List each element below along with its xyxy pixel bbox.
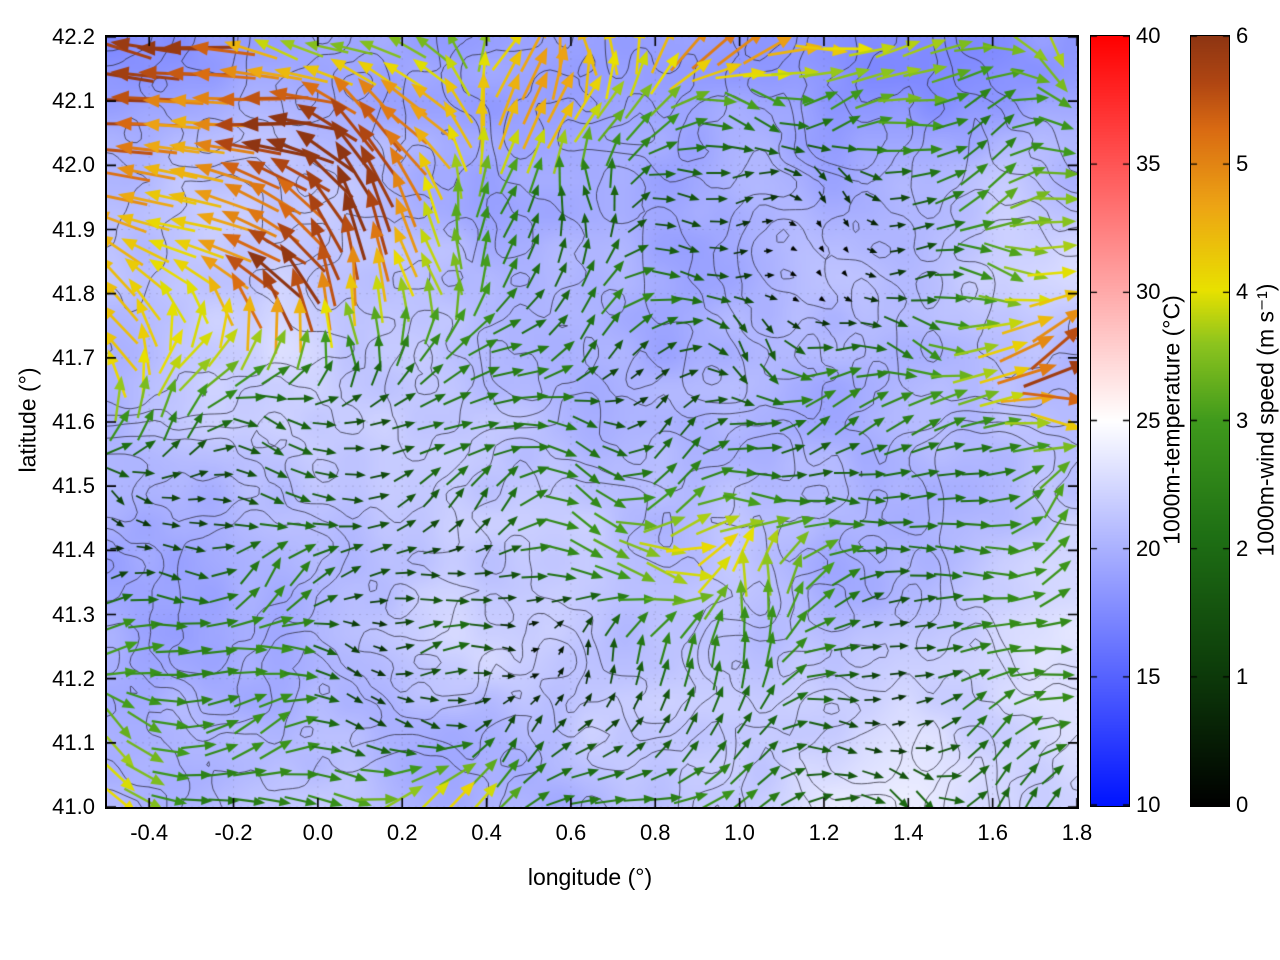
x-tick-label: 0.4 (471, 820, 502, 845)
y-tick-label: 41.7 (52, 344, 95, 370)
y-tick-label: 42.2 (52, 24, 95, 49)
wind-speed-colorbar-tick-label: 4 (1236, 279, 1249, 305)
wind-speed-colorbar-tick-label: 0 (1236, 792, 1249, 817)
x-tick-label: 1.6 (977, 820, 1008, 845)
wind-speed-colorbar-title: 1000m-wind speed (m s⁻¹) (1252, 283, 1279, 557)
x-tick-label: -0.4 (130, 820, 169, 845)
y-tick-label: 41.9 (52, 216, 95, 242)
x-tick-label: 1.4 (893, 820, 924, 845)
y-tick-label: 42.1 (52, 88, 95, 114)
temperature-colorbar-tick-label: 15 (1136, 663, 1161, 689)
wind-speed-colorbar-tick-label: 3 (1236, 407, 1249, 433)
temperature-colorbar-title: 1000m-temperature (°C) (1158, 295, 1185, 545)
wind-speed-colorbar-tick-label: 2 (1236, 535, 1249, 561)
y-tick-label: 42.0 (52, 152, 95, 178)
x-axis-title: longitude (°) (527, 864, 653, 890)
temperature-colorbar-tick-label: 35 (1136, 151, 1161, 177)
y-tick-label: 41.1 (52, 729, 95, 755)
temperature-colorbar-tick-label: 25 (1136, 407, 1161, 433)
temperature-colorbar (1090, 35, 1130, 807)
y-axis-title: latitude (°) (14, 367, 41, 473)
y-tick-label: 41.3 (52, 601, 95, 627)
y-tick-label: 41.6 (52, 409, 95, 434)
x-tick-label: 0.0 (302, 820, 334, 845)
x-tick-label: 1.8 (1061, 820, 1093, 845)
wind-speed-colorbar-tick-label: 5 (1236, 151, 1249, 177)
x-tick-label: 0.2 (386, 820, 418, 845)
temperature-colorbar-tick-label: 40 (1136, 23, 1161, 48)
wind-temperature-map-canvas (105, 35, 1079, 809)
temperature-colorbar-tick-label: 10 (1136, 792, 1161, 817)
wind-speed-colorbar (1190, 35, 1230, 807)
wind-speed-colorbar-tick-label: 1 (1236, 663, 1249, 689)
x-tick-label: -0.2 (214, 820, 253, 845)
temperature-colorbar-tick-label: 20 (1136, 535, 1161, 561)
y-tick-label: 41.8 (52, 280, 95, 306)
x-tick-label: 0.8 (639, 820, 671, 845)
x-tick-label: 0.6 (555, 820, 587, 845)
y-tick-label: 41.4 (52, 537, 95, 563)
y-tick-label: 41.0 (52, 794, 95, 819)
x-tick-label: 1.2 (808, 820, 840, 845)
y-tick-label: 41.2 (52, 665, 95, 691)
wind-speed-colorbar-tick-label: 6 (1236, 23, 1249, 48)
y-tick-label: 41.5 (52, 473, 95, 499)
temperature-colorbar-tick-label: 30 (1136, 279, 1161, 305)
x-tick-label: 1.0 (724, 820, 755, 845)
